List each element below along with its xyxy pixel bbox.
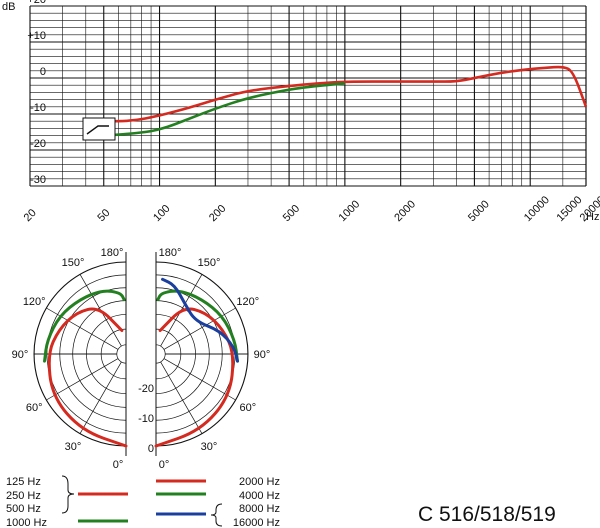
- polar-center-gap: [126, 250, 156, 458]
- y-tick-labels: +20 +10 0 -10 -20 -30: [27, 0, 46, 186]
- frequency-response-chart: +20+100-10-20-30 20 50 100 200 500 1000 2000 50…: [2, 0, 600, 224]
- polar-angle-label: 30°: [201, 441, 218, 453]
- polar-curve-left-green: [43, 289, 126, 363]
- polar-curve-right-blue: [161, 277, 239, 363]
- response-curve-red: [103, 65, 588, 123]
- y-tick-label: -10: [30, 102, 46, 114]
- polar-level-label: -20: [138, 383, 154, 395]
- polar-curve-left-red: [47, 307, 128, 448]
- legend-label-250: 250 Hz: [6, 490, 41, 502]
- legend-label-8000: 8000 Hz: [239, 503, 280, 515]
- polar-angle-label: 180°: [101, 247, 124, 259]
- polar-angle-label: 90°: [12, 349, 29, 361]
- polar-angle-label: 90°: [254, 349, 271, 361]
- legend-label-125: 125 Hz: [6, 476, 41, 488]
- polar-spoke: [79, 361, 122, 434]
- legend-brace-right: [210, 503, 223, 527]
- polar-angle-label: 0°: [113, 459, 124, 471]
- y-tick-label: 0: [40, 66, 46, 78]
- polar-angle-label: 30°: [65, 441, 82, 453]
- response-curve-green: [103, 82, 345, 137]
- legend-brace-left: [61, 475, 75, 514]
- polar-curves: [43, 277, 239, 448]
- response-curves: [103, 65, 588, 137]
- polar-curve-right-red: [154, 307, 235, 448]
- x-axis-label: Hz: [586, 211, 599, 223]
- y-axis-label: dB: [2, 1, 15, 13]
- polar-angle-label: 60°: [239, 402, 256, 414]
- lowcut-filter-icon: [82, 117, 116, 141]
- y-tick-label: -20: [30, 138, 46, 150]
- legend-label-4000: 4000 Hz: [239, 490, 280, 502]
- chart-grid: [29, 5, 587, 187]
- legend-label-1000: 1000 Hz: [6, 517, 47, 528]
- legend-label-2000: 2000 Hz: [239, 476, 280, 488]
- polar-angle-label: 120°: [23, 296, 46, 308]
- polar-angle-label: 60°: [26, 402, 43, 414]
- polar-angle-label: 120°: [236, 296, 259, 308]
- y-tick-label: -30: [30, 174, 46, 186]
- polar-level-label: -10: [138, 413, 154, 425]
- polar-spoke: [163, 358, 236, 401]
- polar-angle-label: 150°: [198, 257, 221, 269]
- polar-spoke: [46, 307, 119, 350]
- y-tick-label: +20: [27, 0, 46, 6]
- polar-spoke: [163, 307, 236, 350]
- polar-spoke: [160, 361, 203, 434]
- y-tick-label: +10: [27, 30, 46, 42]
- polar-angle-label: 0°: [159, 459, 170, 471]
- legend-label-500: 500 Hz: [6, 503, 41, 515]
- model-name: C 516/518/519: [418, 503, 556, 526]
- legend-label-16000: 16000 Hz: [233, 517, 280, 528]
- polar-level-label: 0: [148, 443, 154, 455]
- polar-labels: 180° 150° 120° 90° 60° 30° 0° 180° 150° 120° 90° 60…: [12, 247, 271, 471]
- polar-spoke: [46, 358, 119, 401]
- polar-angle-label: 180°: [159, 247, 182, 259]
- polar-angle-label: 150°: [62, 257, 85, 269]
